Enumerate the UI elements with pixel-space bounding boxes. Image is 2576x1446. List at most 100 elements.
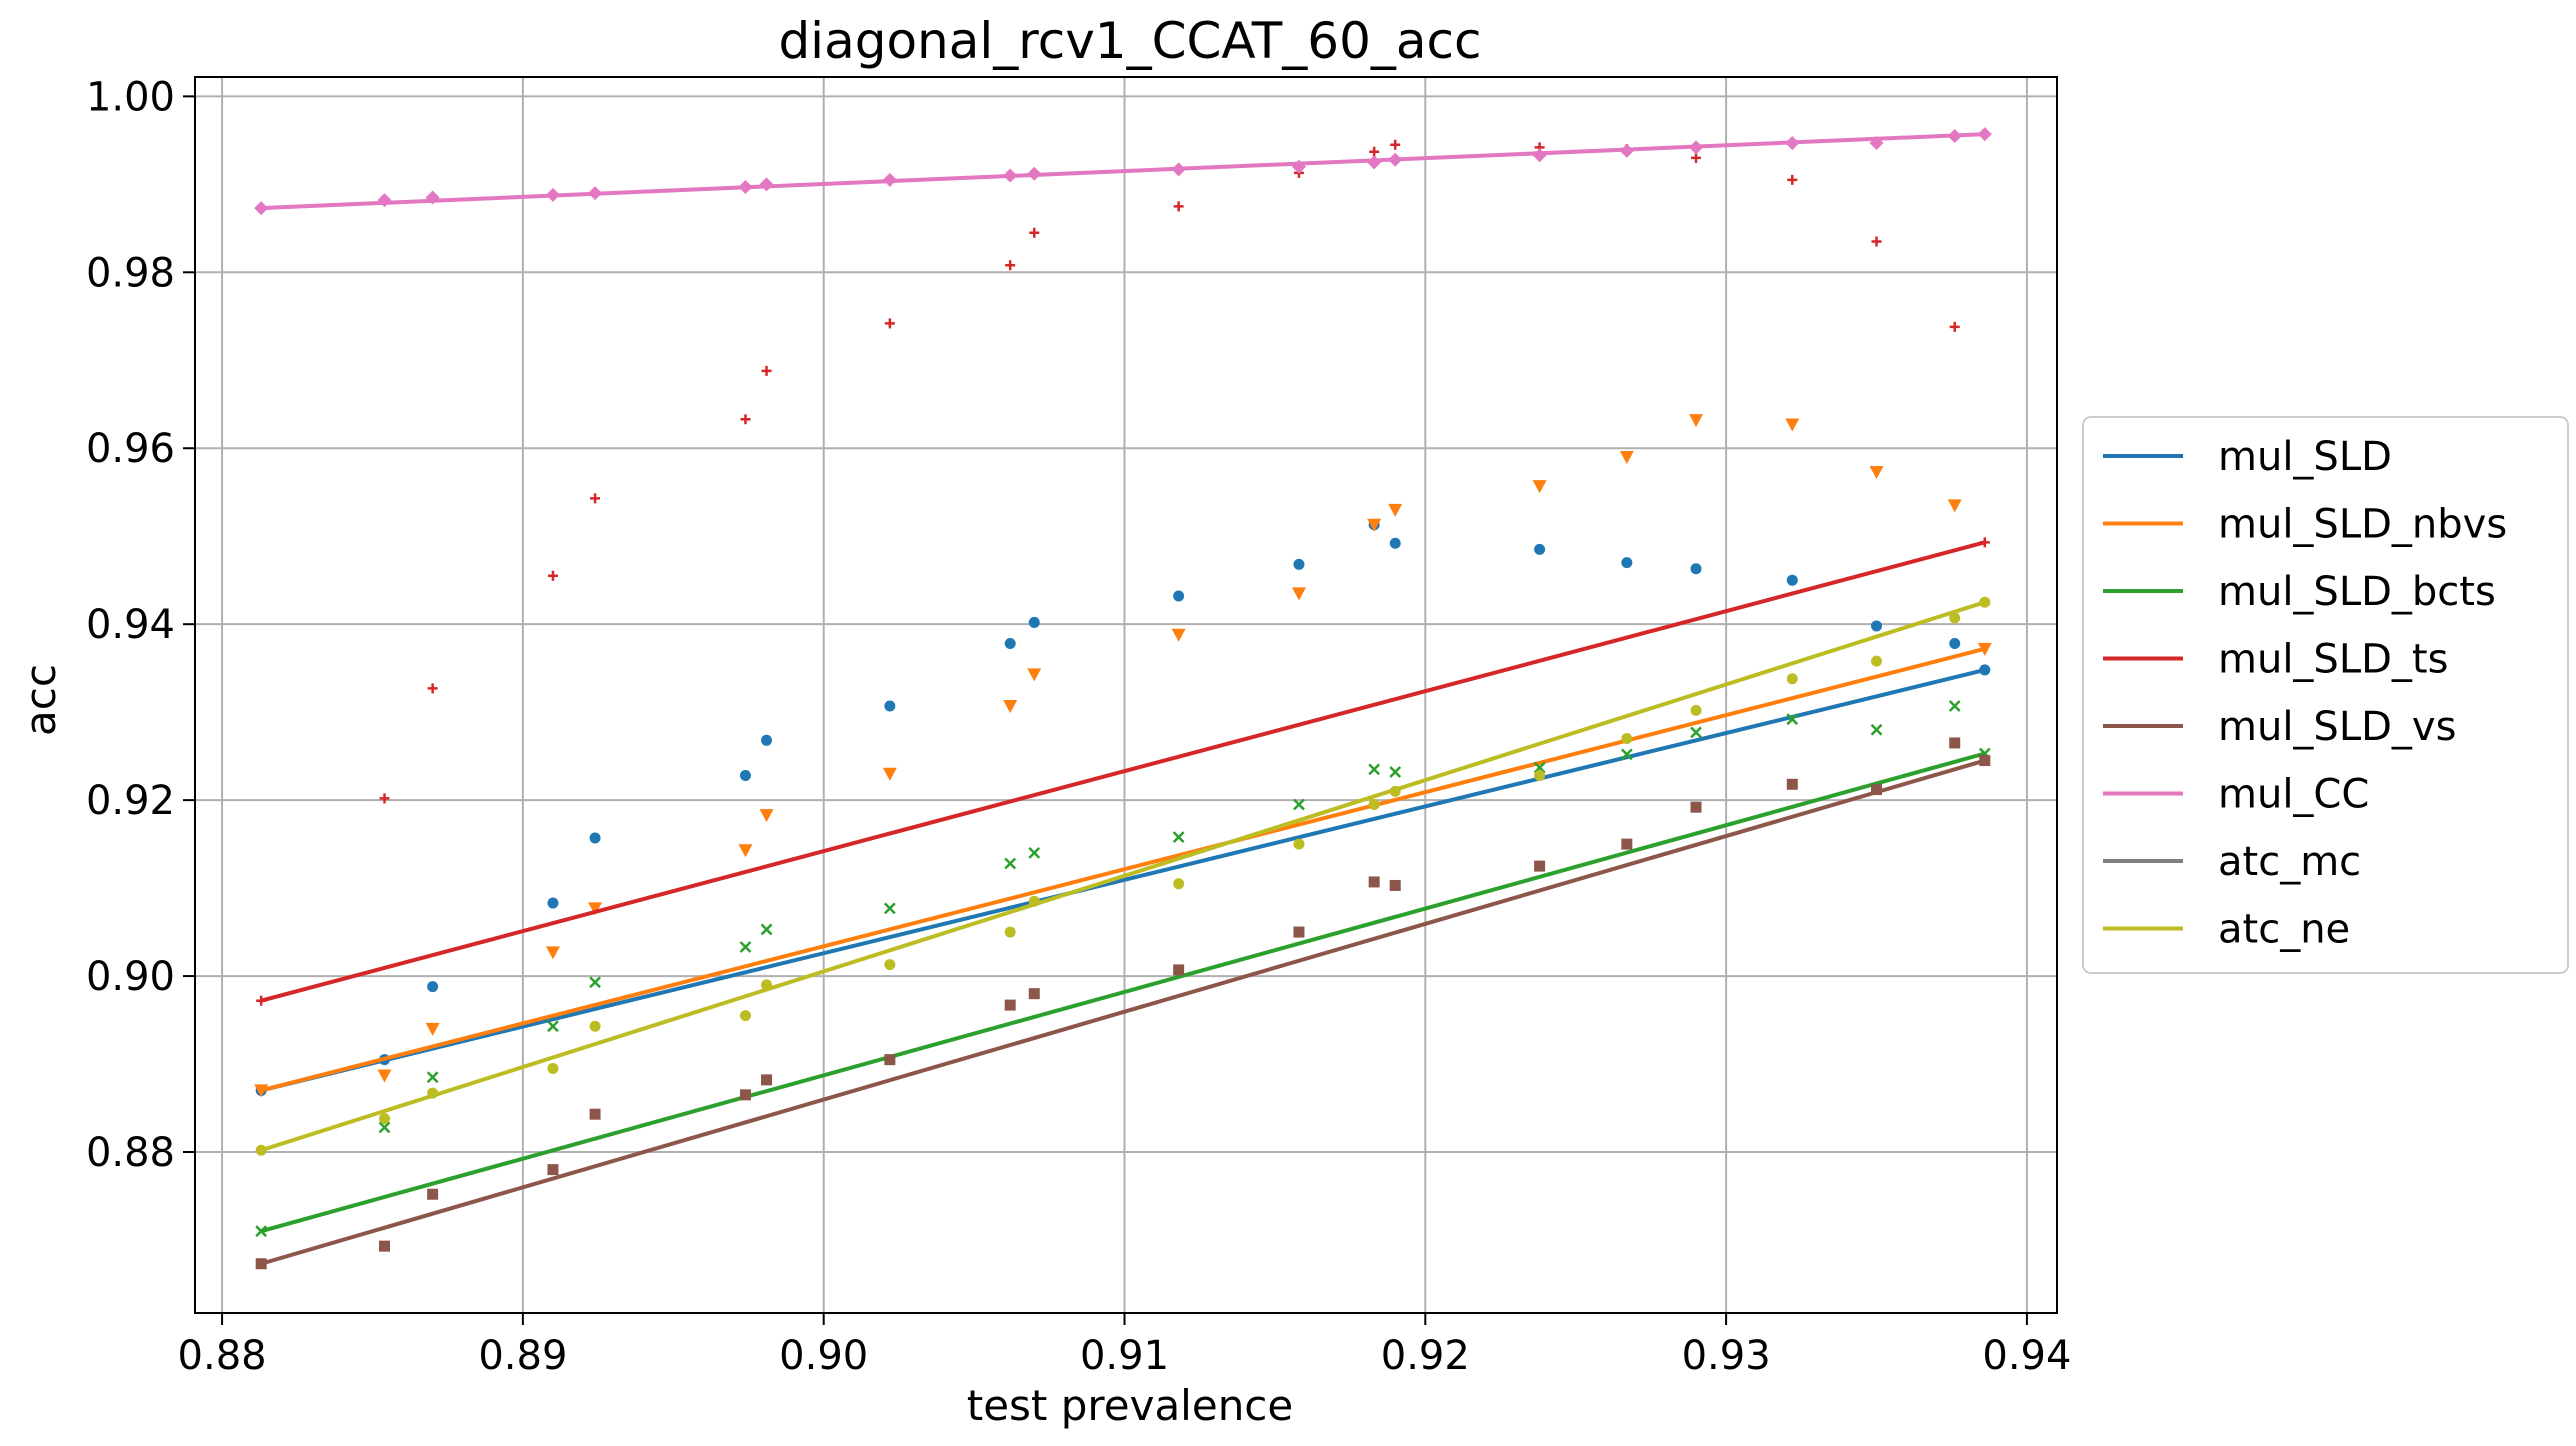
y-tick-label: 1.00 xyxy=(86,74,175,120)
trend-line xyxy=(260,646,1986,1093)
data-point xyxy=(1871,620,1883,632)
trend-line xyxy=(260,667,1986,1093)
series-atc_ne xyxy=(255,596,1991,1156)
x-tick-label: 0.91 xyxy=(1080,1333,1169,1379)
legend-item: mul_SLD_vs xyxy=(2103,704,2456,750)
data-point xyxy=(1691,152,1702,163)
data-point xyxy=(255,1258,267,1270)
x-tick-label: 0.89 xyxy=(478,1333,567,1379)
legend-label: mul_SLD_ts xyxy=(2218,637,2448,683)
data-point xyxy=(1291,159,1306,174)
data-point xyxy=(1389,766,1402,778)
data-point xyxy=(1871,784,1883,796)
legend-item: atc_mc xyxy=(2103,839,2361,885)
data-point xyxy=(759,809,774,823)
data-point xyxy=(1368,799,1380,811)
legend-item: mul_SLD_bcts xyxy=(2103,569,2496,615)
data-point xyxy=(1005,260,1016,271)
data-point xyxy=(1620,748,1633,761)
legend-box xyxy=(2082,416,2569,974)
data-point xyxy=(1003,168,1018,183)
legend-label: atc_mc xyxy=(2218,839,2361,885)
data-point xyxy=(379,1240,391,1252)
legend-label: mul_SLD_nbvs xyxy=(2218,502,2507,548)
x-tick-label: 0.92 xyxy=(1381,1333,1470,1379)
data-point xyxy=(1390,139,1401,150)
data-point xyxy=(1367,155,1382,170)
data-point xyxy=(547,1062,559,1074)
data-point xyxy=(1293,558,1305,570)
x-tick-label: 0.93 xyxy=(1682,1333,1771,1379)
data-point xyxy=(1534,543,1546,555)
data-point xyxy=(1689,414,1704,428)
data-point xyxy=(1388,503,1403,517)
data-point xyxy=(1949,638,1961,650)
data-point xyxy=(1368,763,1381,776)
data-point xyxy=(1173,964,1185,976)
x-tick-label: 0.90 xyxy=(779,1333,868,1379)
data-point xyxy=(1621,838,1633,850)
data-point xyxy=(1979,664,1991,676)
series-mul_CC xyxy=(254,127,1992,216)
legend: mul_SLD mul_SLD_nbvs mul_SLD_bcts mul_SLD_t… xyxy=(2082,416,2569,974)
data-point xyxy=(1004,638,1016,650)
data-point xyxy=(425,190,440,205)
data-point xyxy=(1029,227,1040,238)
data-point xyxy=(1785,135,1800,150)
data-point xyxy=(1977,127,1992,142)
data-point xyxy=(1004,926,1016,938)
data-point xyxy=(589,1108,601,1120)
data-point xyxy=(884,1054,896,1066)
y-tick-label: 0.92 xyxy=(86,778,175,824)
data-point xyxy=(1621,557,1633,569)
data-point xyxy=(588,902,603,916)
y-axis-label: acc xyxy=(16,664,65,736)
data-point xyxy=(1291,587,1306,601)
data-point xyxy=(1621,733,1633,745)
data-point xyxy=(1171,628,1186,642)
data-point xyxy=(761,979,773,991)
data-point xyxy=(738,844,753,858)
data-point xyxy=(1977,642,1992,656)
data-point xyxy=(547,1164,559,1176)
data-point xyxy=(1173,878,1185,890)
data-point xyxy=(739,769,751,781)
data-point xyxy=(1532,148,1547,163)
data-point xyxy=(761,365,772,376)
trend-line xyxy=(260,751,1986,1234)
data-point xyxy=(1004,999,1016,1011)
trend-line xyxy=(260,540,1986,1003)
data-point xyxy=(427,683,438,694)
data-point xyxy=(1949,612,1961,624)
data-point xyxy=(1947,128,1962,143)
plot-frame xyxy=(194,76,2058,1314)
data-point xyxy=(739,1089,751,1101)
data-point xyxy=(1690,563,1702,575)
y-tick-label: 0.88 xyxy=(86,1130,175,1176)
data-point xyxy=(547,1020,559,1033)
data-point xyxy=(1786,778,1798,790)
trend-line xyxy=(260,758,1986,1266)
legend-label: mul_CC xyxy=(2218,772,2369,818)
data-point xyxy=(1389,879,1401,891)
data-point xyxy=(1369,146,1380,157)
data-point xyxy=(1389,785,1401,797)
data-point xyxy=(1948,700,1961,712)
x-axis-label: test prevalence xyxy=(967,1381,1294,1430)
data-point xyxy=(1388,152,1403,167)
data-point xyxy=(739,1010,751,1022)
data-point xyxy=(255,1144,267,1156)
data-point xyxy=(427,1087,439,1099)
data-point xyxy=(884,959,896,971)
legend-label: mul_SLD_vs xyxy=(2218,704,2456,750)
data-point xyxy=(589,976,601,989)
data-point xyxy=(1173,590,1185,602)
y-tick-label: 0.94 xyxy=(86,602,175,648)
data-point xyxy=(1949,737,1961,749)
data-point xyxy=(1534,769,1546,781)
data-point xyxy=(255,1225,268,1238)
data-point xyxy=(1979,755,1991,767)
data-point xyxy=(1533,761,1546,774)
data-point xyxy=(1947,499,1962,513)
data-point xyxy=(377,1069,392,1083)
